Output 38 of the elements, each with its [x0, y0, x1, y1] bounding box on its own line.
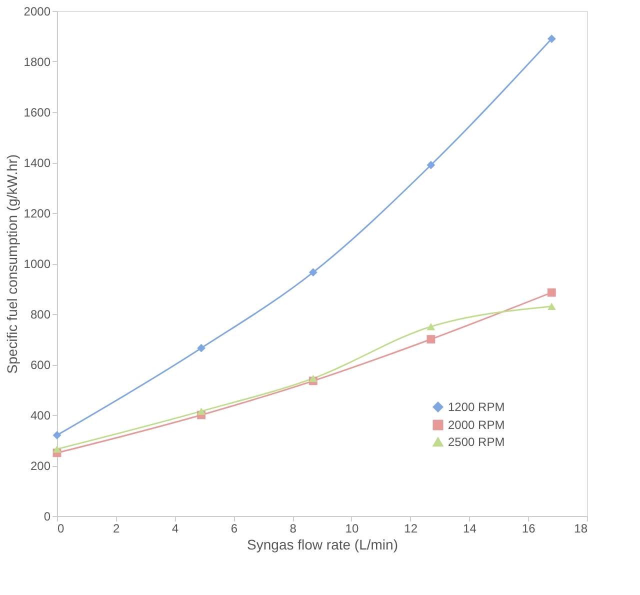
point	[308, 268, 318, 277]
x-tick-label: 0	[58, 522, 64, 536]
point	[197, 408, 206, 415]
point	[547, 302, 556, 310]
y-tick-label: 400	[30, 408, 51, 422]
y-tick-label: 1800	[24, 55, 51, 69]
legend-label: 2500 RPM	[448, 435, 505, 449]
x-tick-label: 16	[522, 522, 536, 536]
y-tick-label: 1400	[24, 156, 51, 170]
y-tick-label: 0	[44, 510, 51, 524]
y-axis-title: Specific fuel consumption (g/kW.hr)	[4, 154, 20, 374]
point	[426, 335, 436, 344]
x-tick-label: 2	[113, 522, 120, 536]
x-tick-label: 10	[345, 522, 359, 536]
y-tick-label: 1000	[24, 257, 51, 271]
point	[426, 160, 436, 170]
legend-label: 1200 RPM	[448, 400, 505, 414]
point	[308, 374, 318, 382]
y-tick-label: 200	[30, 459, 51, 473]
point	[547, 288, 556, 297]
y-tick-label: 1200	[24, 206, 51, 220]
y-tick-label: 2000	[24, 4, 51, 18]
point	[547, 34, 556, 43]
y-tick-label: 800	[30, 308, 51, 322]
x-tick-label: 14	[463, 522, 477, 536]
point	[52, 445, 62, 453]
point	[52, 431, 62, 440]
point	[197, 344, 206, 352]
x-tick-label: 6	[230, 522, 238, 536]
x-axis-title: Syngas flow rate (L/min)	[247, 536, 398, 552]
legend-label: 2000 RPM	[448, 418, 505, 432]
x-tick-label: 12	[404, 522, 418, 536]
y-tick-label: 1600	[24, 106, 51, 120]
x-tick-label: 18	[574, 522, 588, 536]
point	[426, 323, 436, 330]
x-tick-label: 8	[290, 522, 297, 536]
y-tick-label: 600	[30, 358, 51, 372]
x-tick-label: 4	[172, 522, 179, 536]
